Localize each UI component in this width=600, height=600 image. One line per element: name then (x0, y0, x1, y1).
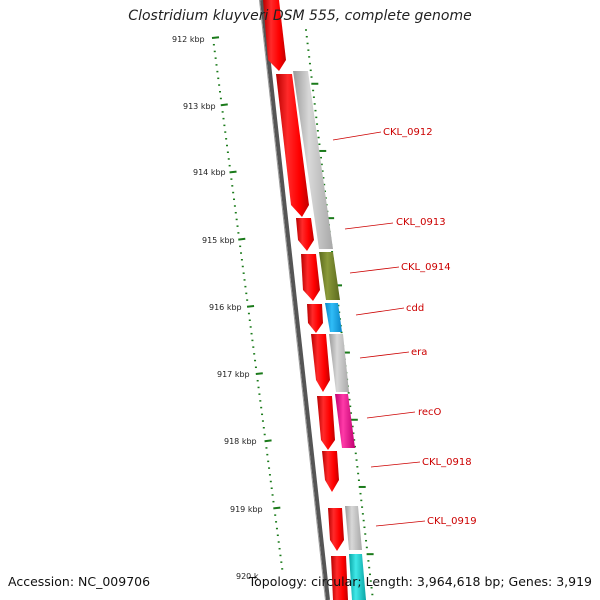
accession-text: Accession: NC_009706 (8, 574, 151, 589)
sequence-backbone-highlight (259, 0, 326, 600)
reverse-genes (293, 71, 366, 600)
ruler-label: 916 kbp (209, 303, 242, 312)
genome-summary-text: Topology: circular; Length: 3,964,618 bp… (248, 574, 592, 589)
gene-arrow[interactable] (263, 0, 286, 71)
gene-arrow[interactable] (328, 508, 344, 551)
gene-label[interactable]: CKL_0918 (422, 457, 472, 468)
ruler-label: 920 k (236, 572, 259, 581)
gene-arrow[interactable] (307, 304, 323, 333)
gene-arrow[interactable] (322, 451, 339, 492)
ruler-label: 919 kbp (230, 505, 263, 514)
gene-label[interactable]: era (411, 347, 427, 358)
gene-block-cyan[interactable] (349, 554, 366, 600)
gene-label[interactable]: recO (418, 407, 442, 418)
major-tick (211, 36, 220, 39)
major-tick (264, 439, 272, 443)
gene-arrow[interactable] (301, 254, 320, 301)
ruler-label: 917 kbp (217, 370, 250, 379)
forward-genes (263, 0, 348, 600)
gene-arrow[interactable] (276, 74, 309, 217)
major-tick (246, 305, 255, 308)
ruler-ticks (211, 36, 284, 570)
gene-labels: CKL_0912 CKL_0913 CKL_0914 cdd era recO … (383, 127, 477, 527)
gene-arrow[interactable] (311, 334, 330, 392)
page-title: Clostridium kluyveri DSM 555, complete g… (128, 8, 472, 24)
gene-block-olive[interactable] (319, 252, 340, 300)
sequence-backbone (260, 0, 330, 600)
gene-label[interactable]: cdd (406, 303, 424, 314)
gene-block-magenta[interactable] (335, 394, 355, 448)
gene-arrow[interactable] (296, 218, 314, 251)
major-tick (255, 372, 263, 375)
gene-block-blue[interactable] (325, 303, 342, 332)
ruler-label: 918 kbp (224, 437, 257, 446)
gene-block-gray[interactable] (293, 71, 333, 249)
gene-label[interactable]: CKL_0919 (427, 516, 477, 527)
gene-label[interactable]: CKL_0914 (401, 262, 451, 273)
major-tick (229, 170, 237, 174)
ruler-label: 912 kbp (172, 35, 205, 44)
ruler-label: 915 kbp (202, 236, 235, 245)
gene-block-gray[interactable] (329, 334, 349, 392)
ruler-labels: 912 kbp 913 kbp 914 kbp 915 kbp 916 kbp … (172, 35, 263, 581)
ruler-label: 913 kbp (183, 102, 216, 111)
gene-arrow[interactable] (317, 396, 335, 450)
ruler-label: 914 kbp (193, 168, 226, 177)
major-tick (273, 506, 281, 510)
major-tick (238, 237, 246, 241)
gene-arrow[interactable] (331, 556, 348, 600)
gene-label-lines (332, 131, 426, 527)
gene-label[interactable]: CKL_0913 (396, 217, 446, 228)
gene-block-gray[interactable] (345, 506, 362, 550)
gene-label[interactable]: CKL_0912 (383, 127, 433, 138)
major-tick (220, 103, 228, 107)
